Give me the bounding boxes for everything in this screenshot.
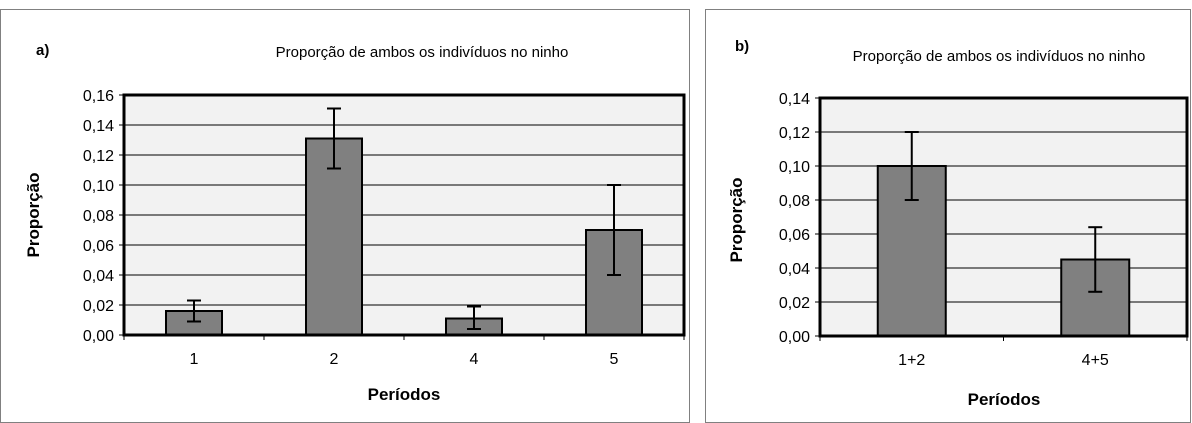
- a-y-tick-label: 0,00: [83, 328, 114, 345]
- a-error-bar-2: [327, 107, 341, 170]
- a-y-tick-label: 0,04: [83, 268, 114, 285]
- b-y-tick-label: 0,14: [779, 91, 810, 108]
- a-error-bar-1: [187, 299, 201, 323]
- chart-b-plot-area: [820, 98, 1187, 336]
- b-y-tick-label: 0,08: [779, 193, 810, 210]
- chart-a-y-axis-label: Proporção: [24, 172, 43, 257]
- a-y-tick-label: 0,10: [83, 178, 114, 195]
- b-y-tick-label: 0,12: [779, 125, 810, 142]
- chart-panel-a: a) Proporção de ambos os indivíduos no n…: [0, 9, 690, 423]
- chart-b-panel-label: b): [735, 38, 749, 55]
- b-error-bar-4+5: [1088, 226, 1103, 293]
- b-y-tick-label: 0,10: [779, 159, 810, 176]
- a-y-tick-label: 0,14: [83, 118, 114, 135]
- chart-b-x-axis-label: Períodos: [968, 390, 1041, 409]
- b-y-tick-label: 0,04: [779, 261, 810, 278]
- chart-a-panel-label: a): [36, 42, 49, 59]
- a-x-tick-label: 2: [330, 351, 339, 368]
- a-y-tick-label: 0,08: [83, 208, 114, 225]
- b-y-tick-label: 0,00: [779, 329, 810, 346]
- a-error-bar-5: [607, 184, 621, 276]
- b-error-bar-1+2: [904, 131, 919, 201]
- chart-a-x-axis-label: Períodos: [368, 385, 441, 404]
- chart-a-title: Proporção de ambos os indivíduos no ninh…: [276, 44, 569, 61]
- a-y-tick-label: 0,06: [83, 238, 114, 255]
- chart-b-svg: b) Proporção de ambos os indivíduos no n…: [705, 9, 1191, 423]
- b-y-tick-label: 0,06: [779, 227, 810, 244]
- a-x-tick-label: 4: [470, 351, 479, 368]
- a-y-tick-label: 0,16: [83, 88, 114, 105]
- b-y-tick-label: 0,02: [779, 295, 810, 312]
- a-y-tick-label: 0,12: [83, 148, 114, 165]
- a-x-tick-label: 1: [190, 351, 199, 368]
- a-y-tick-label: 0,02: [83, 298, 114, 315]
- chart-b-title: Proporção de ambos os indivíduos no ninh…: [853, 48, 1146, 65]
- b-x-tick-label: 1+2: [898, 352, 925, 369]
- a-error-bar-4: [467, 305, 481, 330]
- b-x-tick-label: 4+5: [1082, 352, 1109, 369]
- chart-b-y-axis-label: Proporção: [727, 177, 746, 262]
- chart-panel-b: b) Proporção de ambos os indivíduos no n…: [705, 0, 1192, 423]
- a-x-tick-label: 5: [610, 351, 619, 368]
- chart-a-svg: a) Proporção de ambos os indivíduos no n…: [0, 9, 690, 423]
